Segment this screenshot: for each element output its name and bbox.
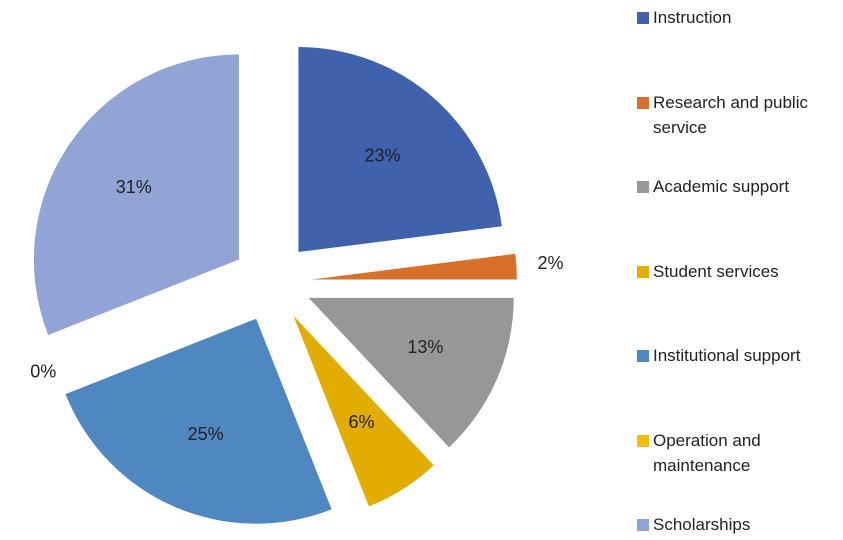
legend-item: Institutional support [637,343,843,368]
legend-label: Institutional support [653,346,801,365]
legend-item: Academic support [637,174,843,199]
pie: 23% 2% 13% 6% 25% 0% 31% [30,46,563,524]
legend-label: Research and public service [653,92,808,137]
data-label: 31% [116,177,152,197]
legend-item: Student services [637,259,843,284]
slice [65,318,332,524]
legend-item: Instruction [637,5,843,30]
slice [298,46,502,252]
legend-swatch [637,434,649,447]
data-label: 25% [188,424,224,444]
data-label: 13% [407,337,443,357]
slice [293,315,434,507]
legend-swatch [637,12,649,24]
legend-label: Academic support [653,177,790,196]
legend-label: Student services [653,261,779,281]
slice [308,297,514,448]
data-label: 0% [30,361,56,381]
data-label: 23% [364,145,400,165]
legend-swatch [637,265,649,278]
legend-swatch [637,181,649,193]
legend-item: Scholarships [637,512,843,537]
legend-label: Operation and maintenance [653,430,761,475]
legend-item: Research and public service [637,90,843,140]
legend-label: Scholarships [653,515,751,534]
legend-label: Instruction [653,8,732,27]
slice [311,253,517,280]
legend-swatch [637,350,649,362]
legend-swatch [637,519,649,531]
slice [33,54,239,335]
legend-swatch [637,96,649,109]
legend-item: Operation and maintenance [637,428,843,478]
data-label: 6% [349,412,375,432]
data-label: 2% [537,253,563,273]
